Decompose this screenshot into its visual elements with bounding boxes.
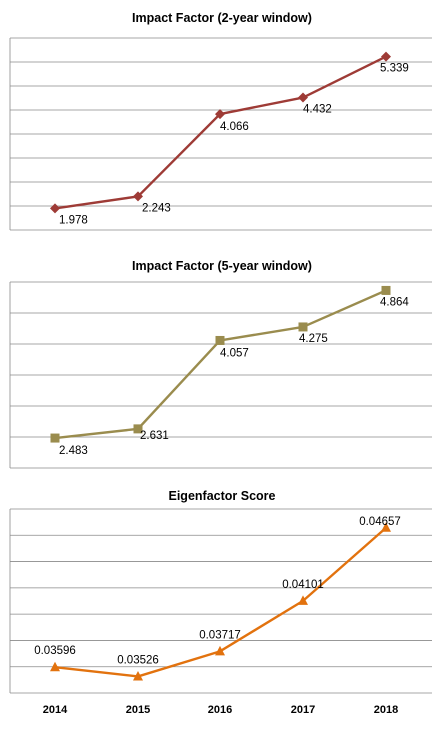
data-point-marker — [215, 109, 225, 120]
data-point-marker — [133, 670, 143, 681]
data-point-marker — [50, 433, 60, 443]
data-point-marker — [298, 322, 308, 332]
x-tick-label: 2016 — [208, 704, 232, 716]
data-label: 2.483 — [59, 445, 88, 457]
data-label: 0.03596 — [34, 645, 76, 657]
data-point-marker — [215, 335, 225, 345]
data-label: 4.066 — [220, 121, 249, 133]
series-line — [54, 289, 387, 440]
x-tick-label: 2015 — [126, 704, 150, 716]
data-label: 0.04657 — [359, 516, 401, 528]
impact-factor-5yr-chart: Impact Factor (5-year window) 2.483 2.631… — [9, 259, 432, 469]
data-label: 5.339 — [380, 63, 409, 75]
data-label: 0.03717 — [199, 629, 241, 641]
data-label: 0.03526 — [117, 654, 159, 666]
eigenfactor-score-chart: Eigenfactor Score 0.03596 0.03526 0.03717 0… — [9, 489, 432, 716]
x-tick-label: 2018 — [374, 704, 398, 716]
x-tick-label: 2017 — [291, 704, 315, 716]
data-point-marker — [381, 51, 391, 62]
data-point-marker — [50, 203, 60, 214]
impact-factor-2yr-chart: Impact Factor (2-year window) 1.978 2.243… — [9, 11, 432, 231]
chart-title: Impact Factor (2-year window) — [132, 11, 312, 25]
data-point-marker — [50, 661, 60, 672]
data-label: 1.978 — [59, 214, 88, 226]
x-tick-label: 2014 — [43, 704, 68, 716]
data-label: 4.057 — [220, 347, 249, 359]
chart-title: Eigenfactor Score — [169, 489, 276, 503]
data-point-marker — [381, 522, 391, 532]
data-point-marker — [298, 595, 308, 605]
data-label: 2.243 — [142, 202, 171, 214]
data-point-marker — [298, 92, 308, 103]
chart-title: Impact Factor (5-year window) — [132, 259, 312, 273]
data-label: 4.275 — [299, 333, 328, 345]
data-point-marker — [381, 285, 391, 295]
data-point-marker — [133, 191, 143, 202]
data-point-marker — [133, 424, 143, 434]
data-label: 0.04101 — [282, 579, 324, 591]
data-label: 4.432 — [303, 104, 332, 116]
data-point-marker — [215, 645, 225, 656]
data-label: 2.631 — [140, 430, 169, 442]
data-label: 4.864 — [380, 296, 409, 308]
